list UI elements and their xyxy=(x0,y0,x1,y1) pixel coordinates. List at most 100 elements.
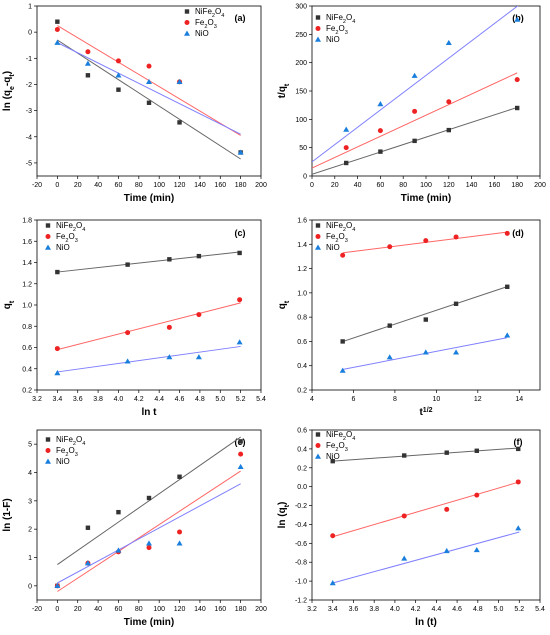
x-tick-label: 5.4 xyxy=(535,606,545,613)
data-point-NiFe2O4 xyxy=(412,138,417,144)
data-point-NiO xyxy=(237,463,244,470)
legend-label-Fe2O3: Fe2O3 xyxy=(326,441,348,453)
legend-marker-NiO xyxy=(45,458,51,464)
data-point-NiO xyxy=(343,126,350,132)
data-point-NiO xyxy=(176,540,183,546)
x-tick-label: 8 xyxy=(393,396,397,403)
data-point-NiFe2O4 xyxy=(125,262,130,267)
x-tick-label: 20 xyxy=(331,182,339,189)
data-point-Fe2O3 xyxy=(453,234,459,240)
data-point-NiFe2O4 xyxy=(516,446,521,452)
fit-line-NiFe2O4 xyxy=(57,436,241,565)
x-tick-label: 0 xyxy=(55,182,59,189)
y-tick-label: 0.6 xyxy=(297,428,307,435)
data-point-Fe2O3 xyxy=(54,27,60,33)
data-point-NiO xyxy=(411,72,418,78)
data-point-NiO xyxy=(124,358,131,364)
x-tick-label: -20 xyxy=(32,606,42,613)
fit-line-Fe2O3 xyxy=(312,72,518,169)
x-tick-label: 160 xyxy=(214,606,226,613)
data-point-NiO xyxy=(166,354,173,360)
data-point-Fe2O3 xyxy=(125,330,131,336)
y-tick-label: 0 xyxy=(28,583,32,590)
data-point-NiO xyxy=(515,525,522,531)
fit-line-NiFe2O4 xyxy=(57,251,241,273)
data-point-NiFe2O4 xyxy=(196,253,202,259)
y-tick-label: 250 xyxy=(295,32,307,39)
y-tick-label: 1.2 xyxy=(297,266,307,273)
y-tick-label: 1.6 xyxy=(297,218,307,225)
legend-label-Fe2O3: Fe2O3 xyxy=(326,24,348,36)
legend-label-NiO: NiO xyxy=(56,457,70,466)
x-tick-label: 12 xyxy=(474,396,482,403)
y-axis-label: ln (1-F) xyxy=(2,498,13,531)
x-tick-label: 140 xyxy=(194,182,206,189)
data-point-Fe2O3 xyxy=(377,128,383,134)
x-tick-label: 60 xyxy=(115,606,123,613)
legend-marker-Fe2O3 xyxy=(45,234,51,239)
x-tick-label: 160 xyxy=(214,182,226,189)
legend-label-NiFe2O4: NiFe2O4 xyxy=(326,430,355,442)
x-tick-label: 5.2 xyxy=(236,396,246,403)
legend-label-NiFe2O4: NiFe2O4 xyxy=(56,435,85,447)
y-tick-label: -4 xyxy=(26,134,32,141)
x-tick-label: 3.2 xyxy=(307,606,317,613)
data-point-NiO xyxy=(146,78,152,85)
x-tick-label: 3.6 xyxy=(349,606,359,613)
data-point-Fe2O3 xyxy=(330,533,336,539)
x-tick-label: 180 xyxy=(511,182,523,189)
legend-label-NiO: NiO xyxy=(326,35,340,44)
x-tick-label: 4.2 xyxy=(411,606,421,613)
x-tick-label: 120 xyxy=(174,606,186,613)
y-tick-label: -2 xyxy=(26,82,32,89)
fit-line-NiFe2O4 xyxy=(342,286,507,342)
y-tick-label: 0.4 xyxy=(297,446,307,453)
legend-label-NiO: NiO xyxy=(326,243,340,252)
data-point-NiFe2O4 xyxy=(446,127,451,133)
x-tick-label: 180 xyxy=(235,182,247,189)
legend-label-NiFe2O4: NiFe2O4 xyxy=(326,221,355,233)
plot-frame xyxy=(311,219,541,391)
data-point-NiFe2O4 xyxy=(378,149,383,154)
x-tick-label: 3.4 xyxy=(52,396,62,403)
x-tick-label: 80 xyxy=(399,182,407,189)
fit-line-Fe2O3 xyxy=(57,470,241,592)
data-point-NiO xyxy=(453,349,460,355)
legend-marker-NiO xyxy=(315,36,321,42)
legend-marker-Fe2O3 xyxy=(315,234,321,239)
legend-marker-Fe2O3 xyxy=(315,26,321,31)
fit-line-Fe2O3 xyxy=(332,481,520,538)
y-tick-label: -0.2 xyxy=(295,503,307,510)
x-tick-label: 4.0 xyxy=(114,396,124,403)
chart-panel-e: -20 0 20 40 60 80 100 120 140 160 180 200 0 1 2 3 4 5 Time… xyxy=(2,429,267,628)
fit-line-NiO xyxy=(332,531,520,584)
data-point-NiFe2O4 xyxy=(238,439,243,444)
x-tick-label: 100 xyxy=(420,182,432,189)
data-point-NiFe2O4 xyxy=(167,257,172,262)
x-tick-label: 3.8 xyxy=(93,396,103,403)
x-tick-label: 5.2 xyxy=(514,606,524,613)
legend-marker-NiO xyxy=(315,453,321,459)
legend-marker-NiFe2O4 xyxy=(45,223,51,228)
data-point-NiO xyxy=(54,370,61,376)
data-point-NiO xyxy=(329,580,336,586)
y-tick-label: 0.2 xyxy=(297,388,307,395)
legend-marker-Fe2O3 xyxy=(315,443,321,448)
x-tick-label: 200 xyxy=(534,182,546,189)
data-point-Fe2O3 xyxy=(343,145,349,151)
data-point-NiO xyxy=(195,354,202,360)
data-point-Fe2O3 xyxy=(54,346,60,352)
data-point-Fe2O3 xyxy=(146,63,152,69)
y-tick-label: 1 xyxy=(28,4,32,11)
legend-label-Fe2O3: Fe2O3 xyxy=(326,232,348,244)
fit-line-Fe2O3 xyxy=(57,302,241,351)
x-tick-label: 4.4 xyxy=(154,396,164,403)
plot-frame xyxy=(311,429,541,601)
data-point-NiFe2O4 xyxy=(177,474,182,479)
y-tick-label: 1.6 xyxy=(22,239,32,246)
legend-marker-NiFe2O4 xyxy=(315,15,321,20)
x-tick-label: 60 xyxy=(115,182,123,189)
